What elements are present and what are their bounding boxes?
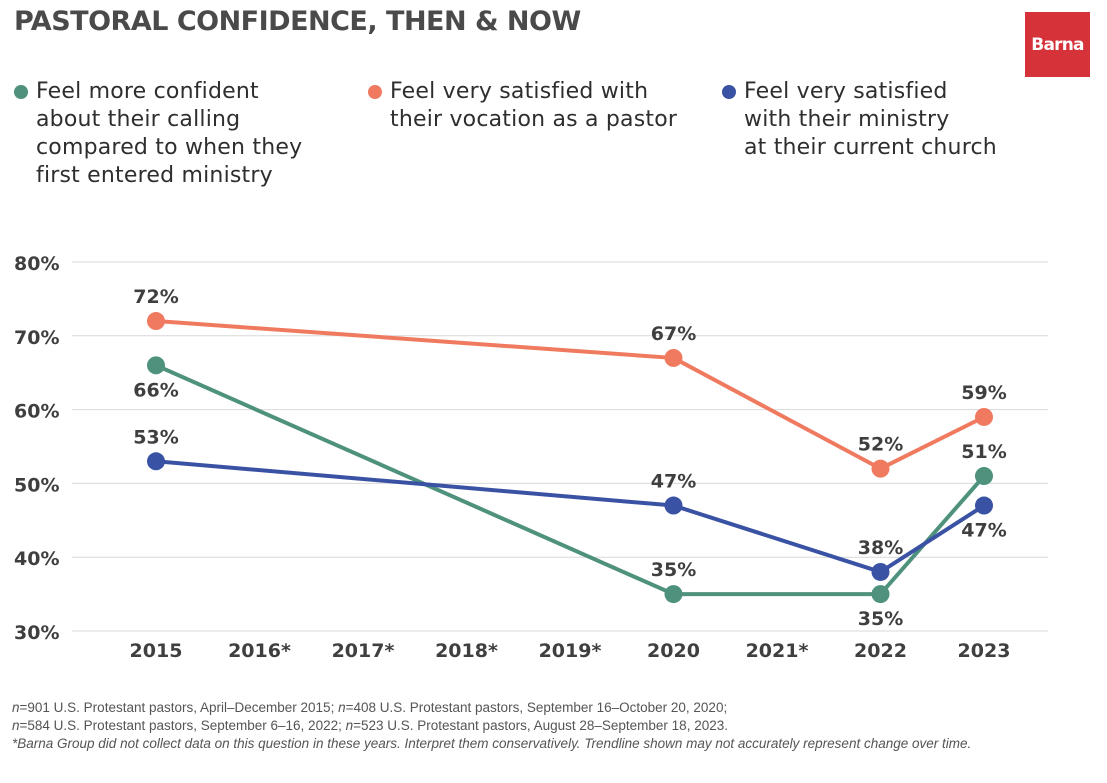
data-point (147, 452, 165, 471)
x-tick-label: 2020 (647, 640, 700, 662)
legend-label: Feel more confident about their calling … (36, 79, 303, 188)
data-point (664, 496, 683, 515)
data-point (975, 467, 993, 486)
legend-label: Feel very satisfied with their vocation … (390, 79, 678, 132)
data-point (871, 585, 890, 604)
legend-dot-green (14, 85, 28, 99)
data-label: 53% (133, 426, 178, 448)
data-label: 59% (961, 382, 1006, 404)
data-label: 47% (651, 471, 696, 493)
data-label: 47% (961, 520, 1006, 542)
data-label: 66% (133, 379, 178, 401)
x-tick-label: 2018* (435, 640, 498, 662)
x-tick-label: 2015 (130, 640, 183, 662)
x-tick-label: 2019* (539, 640, 602, 662)
y-tick-label: 50% (14, 474, 59, 496)
y-tick-label: 60% (14, 401, 59, 423)
chart-title: PASTORAL CONFIDENCE, THEN & NOW (14, 6, 581, 37)
y-tick-label: 70% (14, 327, 59, 349)
data-point (664, 585, 683, 604)
data-label: 35% (858, 608, 903, 630)
footnote-line-1: n=901 U.S. Protestant pastors, April–Dec… (12, 700, 728, 715)
y-tick-label: 30% (14, 622, 59, 644)
data-point (147, 312, 165, 331)
data-label: 52% (858, 434, 903, 456)
series-line (155, 319, 985, 471)
footnote: n=901 U.S. Protestant pastors, April–Dec… (12, 699, 1097, 753)
data-label: 38% (858, 537, 903, 559)
x-tick-label: 2016* (228, 640, 291, 662)
data-point (975, 496, 993, 515)
data-point (975, 407, 993, 426)
data-label: 51% (961, 441, 1006, 463)
data-point (871, 562, 890, 581)
footnote-note: *Barna Group did not collect data on thi… (12, 736, 972, 751)
data-label: 72% (133, 286, 178, 308)
y-tick-label: 40% (14, 548, 59, 570)
data-label: 35% (651, 559, 696, 581)
series-line (155, 459, 986, 574)
legend-dot-blue (722, 85, 736, 99)
x-tick-label: 2023 (958, 640, 1011, 662)
x-tick-label: 2021* (746, 640, 809, 662)
x-tick-label: 2017* (332, 640, 395, 662)
footnote-line-2: n=584 U.S. Protestant pastors, September… (12, 718, 728, 733)
barna-logo: Barna (1025, 12, 1090, 77)
data-label: 67% (651, 323, 696, 345)
data-point (147, 356, 165, 375)
data-point (664, 348, 683, 367)
legend-item-satisfied-ministry: Feel very satisfied with their ministry … (722, 78, 997, 162)
logo-text: Barna (1031, 34, 1084, 55)
legend-dot-orange (368, 85, 382, 99)
x-tick-label: 2022 (854, 640, 907, 662)
legend-item-confident-calling: Feel more confident about their calling … (14, 78, 302, 190)
legend-item-satisfied-vocation: Feel very satisfied with their vocation … (368, 78, 677, 134)
data-point (871, 459, 890, 478)
legend-label: Feel very satisfied with their ministry … (744, 79, 997, 160)
y-tick-label: 80% (14, 253, 59, 275)
series-line (155, 363, 986, 597)
